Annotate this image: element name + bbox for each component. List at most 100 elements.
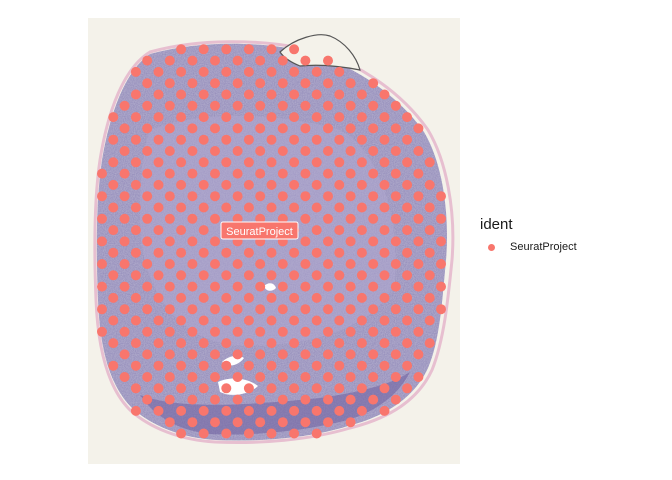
spot	[390, 123, 401, 134]
spot	[323, 281, 333, 292]
spot	[210, 146, 220, 156]
spot	[356, 134, 367, 145]
spot	[311, 383, 322, 394]
spot	[232, 146, 243, 156]
spot	[176, 225, 187, 236]
spot	[334, 157, 345, 168]
spot	[289, 66, 300, 77]
spot	[345, 304, 356, 315]
spot	[368, 394, 379, 405]
spot	[210, 100, 220, 111]
spot	[108, 202, 119, 213]
spot	[221, 315, 232, 326]
spot	[176, 405, 187, 416]
spot	[119, 100, 130, 111]
spot	[311, 179, 322, 190]
spot	[108, 270, 119, 281]
spot	[345, 394, 356, 405]
spot	[176, 112, 187, 123]
spot	[345, 213, 356, 224]
spot	[368, 191, 379, 202]
spot	[323, 417, 333, 428]
spot	[390, 372, 401, 382]
spot	[130, 247, 141, 258]
spot	[210, 259, 220, 269]
spot	[142, 123, 153, 134]
spot	[266, 179, 277, 190]
spot	[164, 394, 175, 405]
spot	[266, 66, 277, 77]
spot	[232, 123, 243, 134]
spot	[198, 157, 209, 168]
spot	[345, 259, 356, 269]
spot	[198, 247, 209, 258]
spot	[277, 259, 288, 269]
spot	[243, 112, 254, 123]
spot	[187, 100, 198, 111]
spot	[390, 304, 401, 315]
spot	[142, 349, 153, 360]
spot	[300, 394, 311, 405]
spot	[232, 417, 243, 428]
legend-label-seuratproject: SeuratProject	[510, 241, 577, 253]
spot	[300, 123, 311, 134]
spot	[108, 112, 119, 123]
spot	[368, 281, 379, 292]
spot	[379, 112, 390, 123]
spot	[345, 191, 356, 202]
spot	[334, 405, 345, 416]
spot	[277, 123, 288, 134]
spot	[356, 202, 367, 213]
spot	[334, 338, 345, 349]
spot	[334, 179, 345, 190]
spot	[221, 360, 232, 371]
spot	[164, 191, 175, 202]
spot	[232, 304, 243, 315]
spot	[187, 123, 198, 134]
spot	[210, 236, 220, 247]
spot	[368, 213, 379, 224]
spot	[210, 372, 220, 382]
spot	[142, 281, 153, 292]
spot	[277, 213, 288, 224]
spot	[277, 146, 288, 156]
spot	[221, 157, 232, 168]
spot	[323, 146, 333, 156]
spot	[334, 270, 345, 281]
spot	[142, 100, 153, 111]
spot	[266, 338, 277, 349]
spot	[119, 281, 130, 292]
spot	[97, 259, 107, 269]
spot	[368, 168, 379, 179]
spot	[153, 270, 164, 281]
spot	[379, 202, 390, 213]
spot	[345, 349, 356, 360]
spot	[266, 428, 277, 439]
spot	[311, 338, 322, 349]
spot	[187, 213, 198, 224]
spot	[142, 236, 153, 247]
spot	[413, 281, 424, 292]
spot	[232, 259, 243, 269]
spot	[243, 383, 254, 394]
spot	[334, 292, 345, 303]
spot	[176, 338, 187, 349]
spot	[277, 326, 288, 337]
spot	[153, 202, 164, 213]
spot	[390, 213, 401, 224]
cluster-label: SeuratProject	[220, 221, 299, 240]
spot	[379, 338, 390, 349]
spot	[356, 225, 367, 236]
spot	[119, 259, 130, 269]
spot	[198, 66, 209, 77]
spot	[210, 281, 220, 292]
spot	[164, 372, 175, 382]
spot	[390, 326, 401, 337]
spot	[198, 225, 209, 236]
spot	[277, 78, 288, 89]
spot	[390, 100, 401, 111]
spot	[311, 428, 322, 439]
spot	[289, 44, 300, 55]
spot	[277, 281, 288, 292]
spot	[164, 326, 175, 337]
